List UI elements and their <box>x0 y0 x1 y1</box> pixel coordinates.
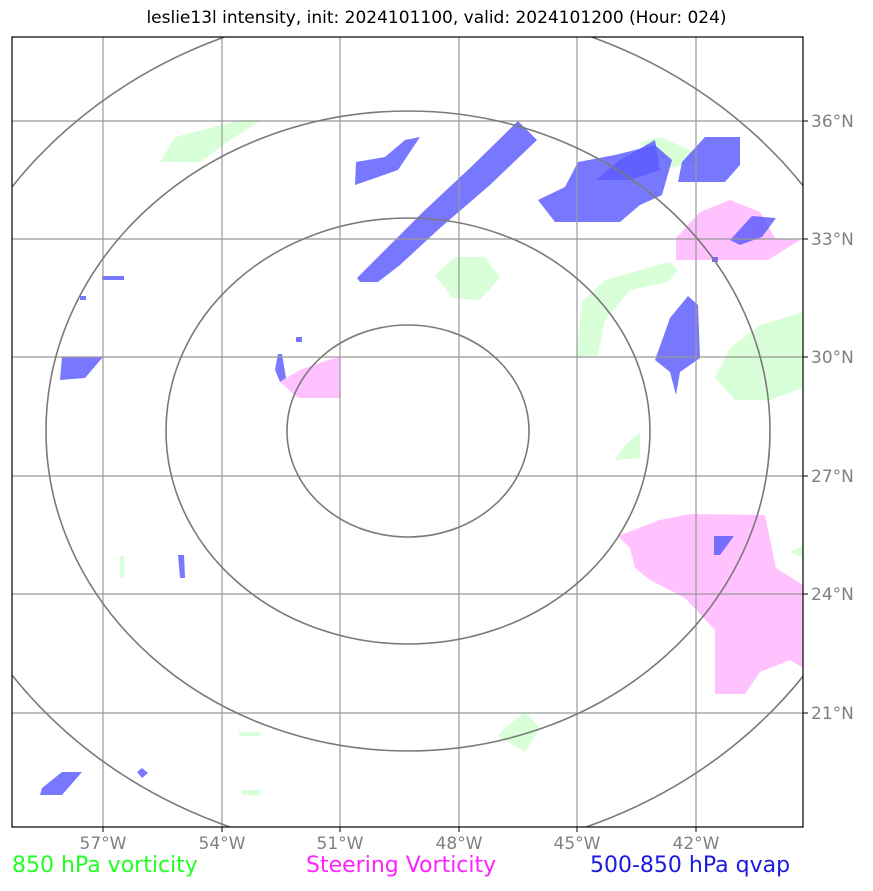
qvap-area <box>102 276 124 280</box>
lon-label: 51°W <box>317 834 364 854</box>
range-rings <box>12 37 803 827</box>
lon-label: 48°W <box>436 834 483 854</box>
lat-label: 30°N <box>811 348 854 368</box>
longitude-labels: 57°W 54°W 51°W 48°W 45°W 42°W <box>80 834 720 854</box>
range-ring-2 <box>165 217 651 645</box>
map-title: leslie13l intensity, init: 2024101100, v… <box>146 8 727 28</box>
vorticity-850-area <box>498 712 540 752</box>
map-frame <box>11 36 804 828</box>
steering-vorticity-area <box>676 200 800 260</box>
qvap-area <box>714 536 734 555</box>
vorticity-850-area <box>160 120 262 162</box>
qvap-area <box>296 337 302 342</box>
vorticity-850-area <box>242 790 262 796</box>
qvap-area <box>655 296 700 395</box>
lon-label: 57°W <box>80 834 127 854</box>
steering-vorticity-areas <box>280 200 803 694</box>
lon-label: 42°W <box>673 834 720 854</box>
lat-label: 27°N <box>811 467 854 487</box>
lat-label: 24°N <box>811 585 854 605</box>
graticule <box>12 37 803 827</box>
qvap-area <box>40 772 82 795</box>
vorticity-850-area <box>615 432 640 460</box>
qvap-area <box>678 137 740 182</box>
steering-vorticity-area <box>280 357 340 398</box>
lat-label: 33°N <box>811 230 854 250</box>
qvap-areas <box>40 121 776 795</box>
range-ring-3 <box>45 110 771 752</box>
legend-850-vorticity: 850 hPa vorticity <box>12 853 198 878</box>
qvap-area <box>357 121 537 282</box>
lat-label: 36°N <box>811 112 854 132</box>
qvap-area <box>80 296 86 300</box>
qvap-area <box>730 216 776 245</box>
vorticity-850-areas <box>120 120 803 796</box>
steering-vorticity-area <box>618 514 803 694</box>
lon-label: 54°W <box>199 834 246 854</box>
qvap-area <box>60 357 103 380</box>
qvap-area <box>137 768 148 778</box>
range-ring-1 <box>286 324 530 538</box>
lat-label: 21°N <box>811 704 854 724</box>
qvap-area <box>596 140 660 180</box>
vorticity-850-area <box>238 732 262 736</box>
axis-ticks <box>102 120 808 832</box>
vorticity-850-area <box>715 312 803 400</box>
lon-label: 45°W <box>554 834 601 854</box>
legend-steering-vorticity: Steering Vorticity <box>306 853 497 878</box>
vorticity-850-area <box>576 262 678 357</box>
legend-qvap: 500-850 hPa qvap <box>590 853 791 878</box>
latitude-labels: 36°N 33°N 30°N 27°N 24°N 21°N <box>811 112 854 724</box>
qvap-area <box>275 354 286 382</box>
map-background <box>12 37 803 827</box>
vorticity-850-area <box>790 545 803 558</box>
qvap-area <box>178 555 185 578</box>
vorticity-850-area <box>435 257 500 300</box>
vorticity-850-area <box>120 556 124 578</box>
qvap-area <box>355 137 420 185</box>
